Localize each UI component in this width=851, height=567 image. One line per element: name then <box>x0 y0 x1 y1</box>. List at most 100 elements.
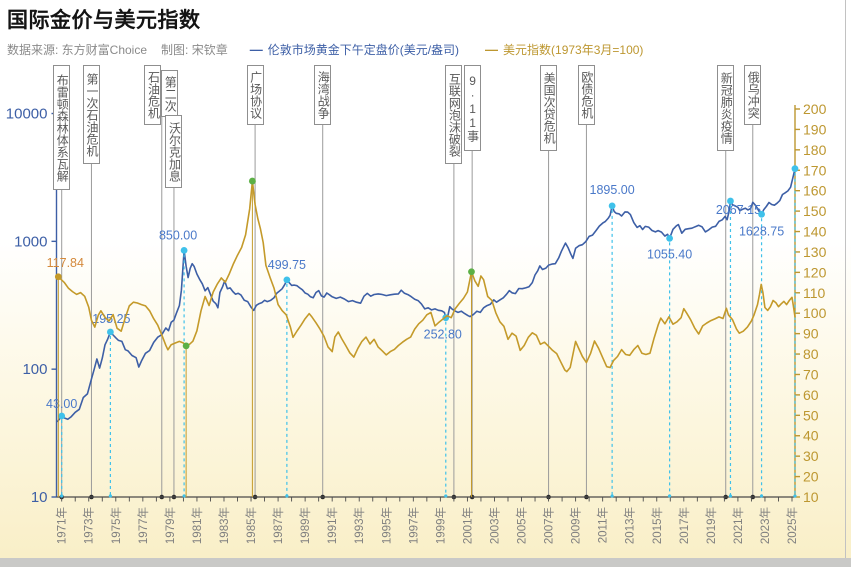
right-axis-tick-label: 200 <box>803 101 827 117</box>
drop-line-axis-dot <box>728 494 733 498</box>
data-point-marker <box>608 202 616 210</box>
data-point-label: 499.75 <box>268 258 306 272</box>
data-point-label: 117.84 <box>47 256 84 270</box>
data-point-marker <box>180 246 188 254</box>
x-axis-year-label: 1989年 <box>298 507 312 544</box>
drop-line-axis-dot <box>60 494 64 498</box>
x-axis-year-label: 2023年 <box>758 507 772 544</box>
x-axis-year-label: 1983年 <box>217 507 231 544</box>
x-axis-year-label: 2015年 <box>650 507 664 544</box>
right-axis-tick-label: 120 <box>803 264 827 280</box>
x-axis-year-label: 1985年 <box>244 507 258 544</box>
x-axis-year-label: 1973年 <box>82 507 96 544</box>
drop-line-axis-dot <box>285 494 289 498</box>
legend-item-dollar-index: — 美元指数(1973年3月=100) <box>485 41 643 58</box>
bottom-edge-strip <box>0 558 851 567</box>
x-axis-year-label: 2009年 <box>569 507 583 544</box>
x-axis-year-label: 1977年 <box>136 507 150 544</box>
right-axis-tick-label: 170 <box>803 162 827 178</box>
meta-row: 数据来源: 东方财富Choice 制图: 宋钦章 — 伦敦市场黄金下午定盘价(美… <box>7 41 837 58</box>
gold-price-legend-dash-icon: — <box>249 42 263 57</box>
drop-line-axis-dot <box>793 494 797 498</box>
right-axis-tick-label: 80 <box>803 346 819 362</box>
right-axis-tick-label: 10 <box>803 489 819 505</box>
data-point-label: 252.80 <box>424 328 462 342</box>
right-axis-tick-label: 110 <box>803 285 826 301</box>
right-axis-tick-label: 90 <box>803 326 819 342</box>
x-axis-year-label: 2005年 <box>515 507 529 544</box>
data-point-label: 1055.40 <box>647 247 692 261</box>
x-axis-year-label: 1971年 <box>55 507 69 544</box>
drop-line-axis-dot <box>182 494 186 498</box>
data-point-marker <box>791 165 799 173</box>
data-point-marker <box>248 177 256 185</box>
data-point-marker <box>54 273 62 281</box>
right-axis-tick-label: 150 <box>803 203 827 219</box>
data-point-label: 850.00 <box>159 228 197 242</box>
x-axis-year-label: 2025年 <box>785 507 799 544</box>
x-axis-year-label: 1993年 <box>352 507 366 544</box>
drop-line-axis-dot <box>610 494 614 498</box>
right-axis-tick-label: 20 <box>803 469 819 485</box>
gold-price-line <box>56 167 796 423</box>
right-axis-tick-label: 190 <box>803 121 827 137</box>
x-axis-year-label: 2021年 <box>731 507 745 544</box>
legend-item-gold-price: — 伦敦市场黄金下午定盘价(美元/盎司) <box>250 41 459 58</box>
data-point-marker <box>106 328 114 336</box>
page-title: 国际金价与美元指数 <box>7 9 201 32</box>
right-axis-tick-label: 30 <box>803 448 819 464</box>
data-point-marker <box>666 234 674 242</box>
x-axis-year-label: 2003年 <box>487 507 501 544</box>
data-point-marker <box>182 342 190 350</box>
right-axis-tick-label: 140 <box>803 224 827 240</box>
x-axis-year-label: 1995年 <box>379 507 393 544</box>
right-edge-divider <box>845 0 846 558</box>
data-source-label: 数据来源: 东方财富Choice <box>7 43 148 57</box>
chart-header: 国际金价与美元指数 数据来源: 东方财富Choice 制图: 宋钦章 — 伦敦市… <box>7 4 837 58</box>
data-point-label: 2067.15 <box>716 203 761 217</box>
left-axis-tick-label: 10000 <box>6 106 48 123</box>
right-axis-tick-label: 180 <box>803 142 827 158</box>
drop-line-axis-dot <box>759 494 764 498</box>
data-point-label: 43.00 <box>46 397 77 411</box>
drop-line-axis-dot <box>444 494 448 498</box>
drop-line-axis-dot <box>108 494 112 498</box>
left-axis-tick-label: 100 <box>22 361 47 378</box>
left-axis-tick-label: 1000 <box>14 233 47 250</box>
data-point-label: 195.25 <box>92 312 130 326</box>
dollar-index-line <box>56 180 796 373</box>
x-axis-year-label: 2011年 <box>596 507 610 543</box>
right-axis-tick-label: 130 <box>803 244 827 260</box>
data-point-marker <box>727 197 734 205</box>
x-axis-year-label: 2013年 <box>623 507 637 544</box>
data-point-label: 1628.75 <box>739 224 784 238</box>
x-axis-year-label: 2017年 <box>677 507 691 544</box>
x-axis-year-label: 2001年 <box>460 507 474 544</box>
right-axis-tick-label: 100 <box>803 305 827 321</box>
x-axis-year-label: 1979年 <box>163 507 177 544</box>
right-axis-tick-label: 40 <box>803 428 819 444</box>
right-axis-tick-label: 50 <box>803 407 819 423</box>
left-axis-tick-label: 10 <box>31 489 48 506</box>
author-label: 制图: 宋钦章 <box>161 43 228 57</box>
legend-label: 美元指数(1973年3月=100) <box>503 43 644 57</box>
x-axis-year-label: 1991年 <box>325 507 339 544</box>
x-axis-year-label: 1987年 <box>271 507 285 544</box>
legend-label: 伦敦市场黄金下午定盘价(美元/盎司) <box>267 43 460 57</box>
right-axis-tick-label: 60 <box>803 387 819 403</box>
x-axis-year-label: 1997年 <box>406 507 420 544</box>
data-point-marker <box>468 268 475 276</box>
x-axis-year-label: 1975年 <box>109 507 123 544</box>
right-axis-tick-label: 70 <box>803 366 819 382</box>
data-point-label: 1895.00 <box>590 183 635 197</box>
x-axis-year-label: 1999年 <box>433 507 447 544</box>
x-axis-year-label: 2007年 <box>542 507 556 544</box>
x-axis-year-label: 1981年 <box>190 507 204 544</box>
x-axis-year-label: 2019年 <box>704 507 718 544</box>
data-point-marker <box>283 276 291 284</box>
dollar-index-legend-dash-icon: — <box>485 42 499 57</box>
data-point-marker <box>758 210 765 218</box>
